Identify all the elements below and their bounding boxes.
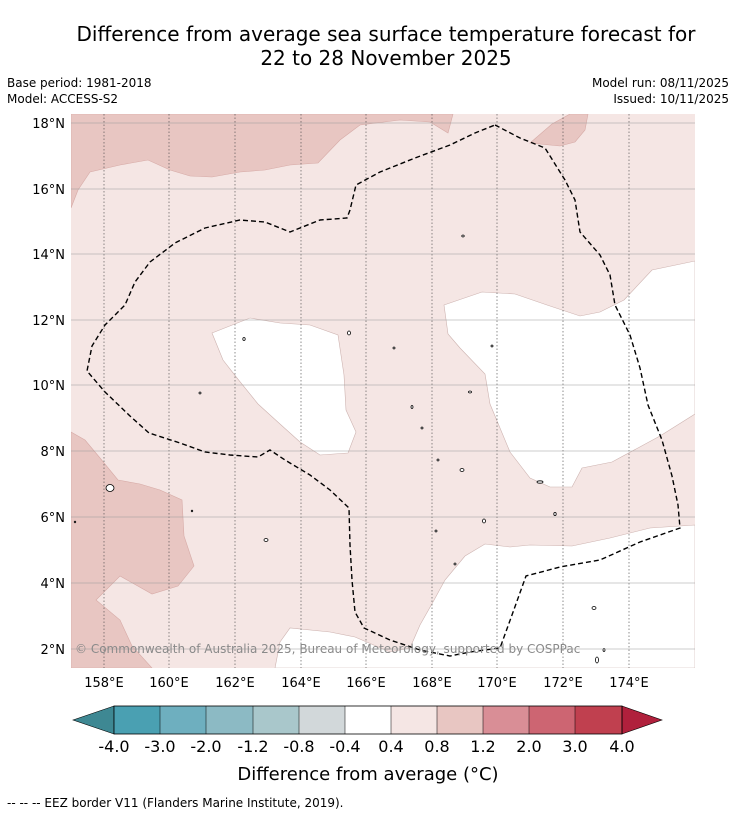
colorbar-tick: 0.4 xyxy=(378,737,403,756)
eez-border xyxy=(86,124,681,657)
eez-footnote: -- -- -- EEZ border V11 (Flanders Marine… xyxy=(7,796,344,810)
base-period-label: Base period: 1981-2018 xyxy=(7,76,152,90)
model-label: Model: ACCESS-S2 xyxy=(7,92,119,106)
lat-label: 8°N xyxy=(41,445,66,460)
lat-label: 4°N xyxy=(41,577,66,592)
lat-label: 14°N xyxy=(32,248,65,263)
colorbar-tick: -0.8 xyxy=(283,737,314,756)
colorbar-swatch xyxy=(253,706,299,734)
title-line-2: 22 to 28 November 2025 xyxy=(260,46,512,70)
lat-label: 2°N xyxy=(41,643,66,658)
lat-label: 18°N xyxy=(32,117,65,132)
longitude-axis-labels: 158°E 160°E 162°E 164°E 166°E 168°E 170°… xyxy=(84,676,649,691)
anomaly-fill-0.8-1.2-southwest xyxy=(71,431,195,668)
colorbar-tick: 3.0 xyxy=(562,737,587,756)
colorbar-swatch xyxy=(206,706,253,734)
lon-label: 164°E xyxy=(281,676,321,691)
lon-label: 172°E xyxy=(543,676,583,691)
colorbar-tick: -1.2 xyxy=(237,737,268,756)
colorbar-swatch xyxy=(160,706,206,734)
lat-label: 16°N xyxy=(32,183,65,198)
colorbar-high-extend xyxy=(621,705,663,735)
colorbar-swatch xyxy=(529,706,575,734)
model-run-label: Model run: 08/11/2025 xyxy=(591,76,729,90)
copyright-notice: © Commonwealth of Australia 2025, Bureau… xyxy=(75,642,580,656)
colorbar: -4.0 -3.0 -2.0 -1.2 -0.8 -0.4 0.4 0.8 1.… xyxy=(72,705,663,785)
colorbar-tick: -0.4 xyxy=(329,737,360,756)
colorbar-tick: 0.8 xyxy=(424,737,449,756)
colorbar-tick: -4.0 xyxy=(98,737,129,756)
colorbar-swatch xyxy=(391,706,437,734)
map-area: © Commonwealth of Australia 2025, Bureau… xyxy=(71,114,695,668)
colorbar-frame xyxy=(113,705,623,735)
colorbar-swatch xyxy=(437,706,483,734)
colorbar-tick: -2.0 xyxy=(190,737,221,756)
lon-label: 168°E xyxy=(412,676,452,691)
anomaly-fill-neutral-south xyxy=(274,524,695,668)
colorbar-swatch xyxy=(114,706,160,734)
colorbar-dividers xyxy=(159,706,576,734)
meta-right: Model run: 08/11/2025 Issued: 10/11/2025 xyxy=(592,75,729,107)
colorbar-tick-labels: -4.0 -3.0 -2.0 -1.2 -0.8 -0.4 0.4 0.8 1.… xyxy=(98,737,634,756)
lat-label: 6°N xyxy=(41,511,66,526)
colorbar-tick: -3.0 xyxy=(144,737,175,756)
lon-label: 160°E xyxy=(149,676,189,691)
lon-label: 166°E xyxy=(346,676,386,691)
lon-label: 170°E xyxy=(477,676,517,691)
latitude-axis-labels: 18°N 16°N 14°N 12°N 10°N 8°N 6°N 4°N 2°N xyxy=(32,117,65,658)
lat-label: 12°N xyxy=(32,314,65,329)
anomaly-fill-neutral-east xyxy=(443,260,695,488)
colorbar-low-extend xyxy=(72,705,115,735)
island-markers xyxy=(73,234,606,664)
lat-label: 10°N xyxy=(32,379,65,394)
colorbar-swatch xyxy=(299,706,345,734)
anomaly-fill-0.4-0.8 xyxy=(71,114,695,668)
lon-label: 162°E xyxy=(215,676,255,691)
lon-label: 158°E xyxy=(84,676,124,691)
meta-left: Base period: 1981-2018 Model: ACCESS-S2 xyxy=(7,75,152,107)
chart-title: Difference from average sea surface temp… xyxy=(40,22,732,70)
issued-label: Issued: 10/11/2025 xyxy=(613,92,729,106)
anomaly-fill-neutral-west xyxy=(211,317,357,456)
colorbar-swatch xyxy=(575,706,622,734)
colorbar-tick: 1.2 xyxy=(470,737,495,756)
anomaly-fill-0.8-1.2-northeast xyxy=(529,114,589,147)
colorbar-swatch xyxy=(345,706,391,734)
colorbar-label: Difference from average (°C) xyxy=(237,764,498,785)
anomaly-fill-0.8-1.2-north xyxy=(71,114,454,209)
colorbar-swatch xyxy=(483,706,529,734)
graticule xyxy=(103,114,630,668)
colorbar-tick: 4.0 xyxy=(609,737,634,756)
lon-label: 174°E xyxy=(609,676,649,691)
latitude-lines xyxy=(71,122,695,650)
colorbar-tick: 2.0 xyxy=(516,737,541,756)
title-line-1: Difference from average sea surface temp… xyxy=(76,22,696,46)
